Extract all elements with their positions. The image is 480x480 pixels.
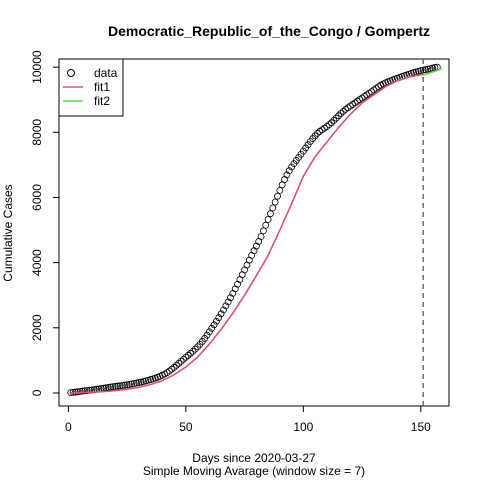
legend-label-fit2: fit2 xyxy=(94,94,110,108)
x-axis-label: Days since 2020-03-27 xyxy=(192,451,316,465)
data-point xyxy=(419,66,427,74)
data-point xyxy=(215,314,223,321)
data-point xyxy=(328,119,335,127)
data-point xyxy=(194,343,202,351)
data-point xyxy=(191,345,199,353)
x-tick-label: 50 xyxy=(179,420,193,434)
data-point xyxy=(119,382,126,389)
data-point xyxy=(264,216,272,223)
data-point xyxy=(276,186,284,194)
plot-marks: 0 50 100 150 0 2000 4000 6000 8000 10000 datafit1f… xyxy=(30,50,450,434)
data-point xyxy=(424,65,432,73)
data-point xyxy=(135,379,143,386)
data-point xyxy=(267,210,274,218)
data-point xyxy=(217,310,225,318)
data-point xyxy=(79,387,86,395)
data-point xyxy=(342,106,350,113)
data-point xyxy=(314,129,321,137)
data-point xyxy=(184,351,192,359)
data-point xyxy=(316,128,324,135)
data-point xyxy=(269,204,277,212)
data-point xyxy=(257,233,265,240)
data-point xyxy=(128,380,136,388)
data-point xyxy=(168,365,176,373)
data-point xyxy=(285,167,293,175)
data-point xyxy=(332,114,340,122)
legend-label-data: data xyxy=(94,66,118,80)
fit2-line xyxy=(422,67,443,76)
data-point xyxy=(126,380,133,388)
x-tick-label: 100 xyxy=(293,420,313,434)
data-point xyxy=(259,227,267,235)
data-point xyxy=(173,361,180,369)
data-point xyxy=(130,380,138,387)
data-point xyxy=(187,349,194,357)
y-tick-label: 6000 xyxy=(30,184,44,211)
data-point xyxy=(222,302,230,310)
data-point xyxy=(368,88,375,96)
data-point xyxy=(189,347,197,355)
data-point xyxy=(180,355,187,363)
data-point xyxy=(170,363,178,371)
legend-data-symbol xyxy=(67,69,75,77)
data-point xyxy=(210,321,218,329)
fit1-line xyxy=(70,73,424,394)
y-axis-label: Cumulative Cases xyxy=(1,184,15,281)
data-point xyxy=(417,67,425,75)
data-point xyxy=(283,171,291,179)
data-point xyxy=(116,382,124,390)
data-point xyxy=(86,386,93,394)
data-point xyxy=(220,306,227,314)
data-point xyxy=(330,116,338,124)
data-point xyxy=(325,121,333,129)
data-point xyxy=(339,107,347,115)
plot-frame xyxy=(58,58,450,407)
x-axis-sublabel: Simple Moving Avarage (window size = 7) xyxy=(143,464,365,478)
data-point xyxy=(321,124,328,132)
data-point xyxy=(83,387,91,394)
data-point xyxy=(107,383,115,391)
data-point xyxy=(288,163,295,171)
legend-label-fit1: fit1 xyxy=(94,80,110,94)
data-point xyxy=(111,382,119,390)
data-point xyxy=(175,359,183,367)
data-point xyxy=(335,112,342,120)
data-point xyxy=(121,381,129,389)
data-point xyxy=(133,379,140,387)
data-point xyxy=(203,331,211,339)
data-point xyxy=(337,110,345,117)
y-tick-label: 10000 xyxy=(30,50,44,84)
y-tick-label: 0 xyxy=(30,389,44,396)
data-point xyxy=(344,104,352,112)
data-point xyxy=(311,132,319,140)
data-point xyxy=(208,324,216,332)
data-point xyxy=(123,381,131,389)
data-point xyxy=(114,382,122,390)
data-point xyxy=(271,198,279,206)
data-point xyxy=(166,367,173,375)
data-point xyxy=(274,192,281,200)
data-point xyxy=(177,357,185,365)
data-point xyxy=(182,353,190,361)
y-tick-label: 4000 xyxy=(30,249,44,276)
data-point xyxy=(213,317,220,325)
y-tick-label: 8000 xyxy=(30,119,44,146)
data-point xyxy=(109,383,117,391)
chart-title: Democratic_Republic_of_the_Congo / Gompe… xyxy=(108,23,430,39)
data-point xyxy=(74,388,82,396)
x-tick-label: 0 xyxy=(65,420,72,434)
x-tick-label: 150 xyxy=(411,420,431,434)
data-point xyxy=(81,387,89,395)
data-point xyxy=(262,221,270,229)
data-point xyxy=(76,388,84,395)
y-tick-label: 2000 xyxy=(30,314,44,341)
data-point xyxy=(205,328,213,336)
data-point xyxy=(323,123,331,130)
data-point xyxy=(227,294,234,302)
data-point xyxy=(224,298,232,306)
data-point xyxy=(422,66,429,74)
